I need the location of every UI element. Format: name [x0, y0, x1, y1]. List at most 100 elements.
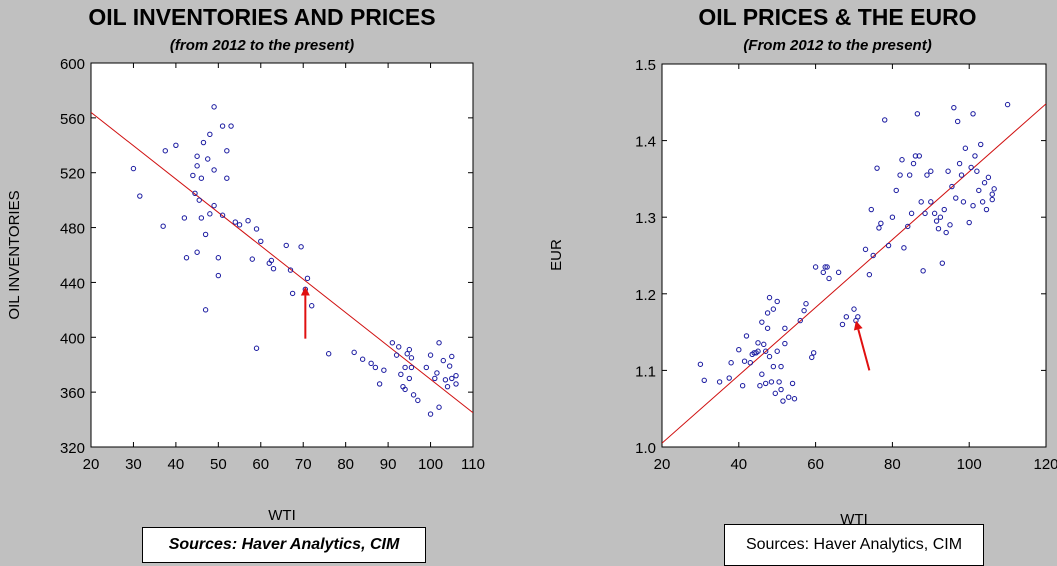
data-point [202, 307, 209, 313]
data-point [776, 379, 782, 385]
data-point [181, 215, 188, 221]
data-point [759, 319, 765, 325]
data-point [268, 257, 275, 264]
data-point [741, 358, 748, 364]
x-tick-label: 60 [252, 456, 269, 473]
data-point [183, 255, 190, 261]
data-point [283, 242, 289, 249]
x-tick-label: 110 [461, 456, 485, 473]
data-point [935, 225, 942, 232]
data-point [137, 193, 143, 199]
data-point [918, 199, 924, 205]
data-point [782, 325, 788, 331]
x-tick-label: 70 [295, 456, 312, 473]
data-point [809, 354, 815, 361]
data-point [404, 351, 410, 357]
data-point [130, 165, 137, 172]
data-point [755, 348, 761, 354]
data-point [393, 352, 400, 358]
data-point [789, 380, 796, 387]
data-point [764, 325, 771, 331]
y-axis-label: EUR [548, 239, 565, 271]
data-point [920, 268, 926, 274]
data-point [245, 218, 251, 224]
data-point [966, 219, 972, 226]
data-point [215, 255, 222, 261]
data-point [989, 196, 995, 203]
x-axis-label: WTI [840, 511, 868, 528]
data-point [258, 238, 264, 244]
chart-title: OIL PRICES & THE EURO [698, 4, 977, 30]
data-point [782, 340, 788, 347]
data-point [989, 191, 995, 197]
y-tick-label: 1.3 [635, 210, 656, 227]
data-point [389, 340, 396, 346]
data-point [415, 397, 421, 404]
data-point [978, 141, 984, 148]
data-point [910, 160, 917, 167]
data-point [851, 306, 857, 312]
data-point [427, 411, 434, 417]
data-point [931, 210, 938, 217]
x-tick-label: 30 [125, 456, 142, 473]
data-point [453, 381, 459, 387]
data-point [736, 347, 742, 353]
y-tick-label: 600 [60, 56, 85, 73]
data-point [928, 199, 934, 205]
data-point [697, 361, 704, 367]
annotation-arrow [853, 320, 871, 371]
data-point [236, 222, 243, 228]
data-point [889, 214, 896, 220]
data-point [249, 256, 255, 262]
data-point [897, 172, 903, 178]
data-point [444, 383, 451, 390]
data-point [862, 246, 869, 253]
data-point [983, 206, 990, 213]
data-point [937, 214, 944, 220]
data-point [396, 344, 402, 350]
x-tick-label: 40 [168, 456, 185, 473]
data-point [974, 168, 980, 174]
data-point [728, 360, 734, 366]
data-point [953, 195, 959, 201]
scatter-chart-oil-inventories: 320 360 400 440 480 520 560 600 20 30 40 50 60 70 80 90… [6, 56, 485, 524]
data-point [701, 377, 707, 384]
data-point [924, 172, 930, 178]
y-tick-label: 320 [60, 440, 85, 457]
data-point [839, 321, 846, 328]
x-tick-label: 80 [337, 456, 354, 473]
data-point [970, 111, 976, 117]
data-point [198, 215, 205, 221]
data-point [372, 364, 379, 371]
data-point [289, 290, 296, 297]
data-point [912, 153, 919, 159]
data-point [810, 350, 817, 356]
data-point [893, 187, 899, 194]
chart-panel-right: OIL PRICES & THE EURO (From 2012 to the … [528, 0, 1057, 566]
data-point [194, 163, 200, 169]
data-point [743, 333, 750, 339]
data-point [778, 386, 784, 393]
x-tick-label: 20 [654, 456, 671, 473]
plot-area [661, 63, 1047, 448]
data-point [402, 364, 408, 371]
data-point [824, 264, 830, 270]
data-point [762, 348, 769, 354]
x-tick-label: 120 [1033, 456, 1057, 473]
arrow-shaft [857, 329, 871, 371]
x-tick-label: 100 [957, 456, 982, 473]
x-tick-label: 50 [210, 456, 227, 473]
y-tick-label: 1.0 [635, 440, 656, 457]
x-tick-label: 40 [730, 456, 747, 473]
data-point [812, 264, 819, 270]
x-tick-label: 20 [83, 456, 100, 473]
data-point [958, 172, 965, 178]
data-point [162, 148, 168, 154]
data-point [298, 244, 304, 250]
data-point [309, 303, 315, 309]
data-point [304, 275, 311, 282]
data-point [962, 145, 969, 151]
data-point [351, 349, 357, 356]
data-point [406, 346, 413, 353]
chart-subtitle: (From 2012 to the present) [743, 37, 932, 54]
